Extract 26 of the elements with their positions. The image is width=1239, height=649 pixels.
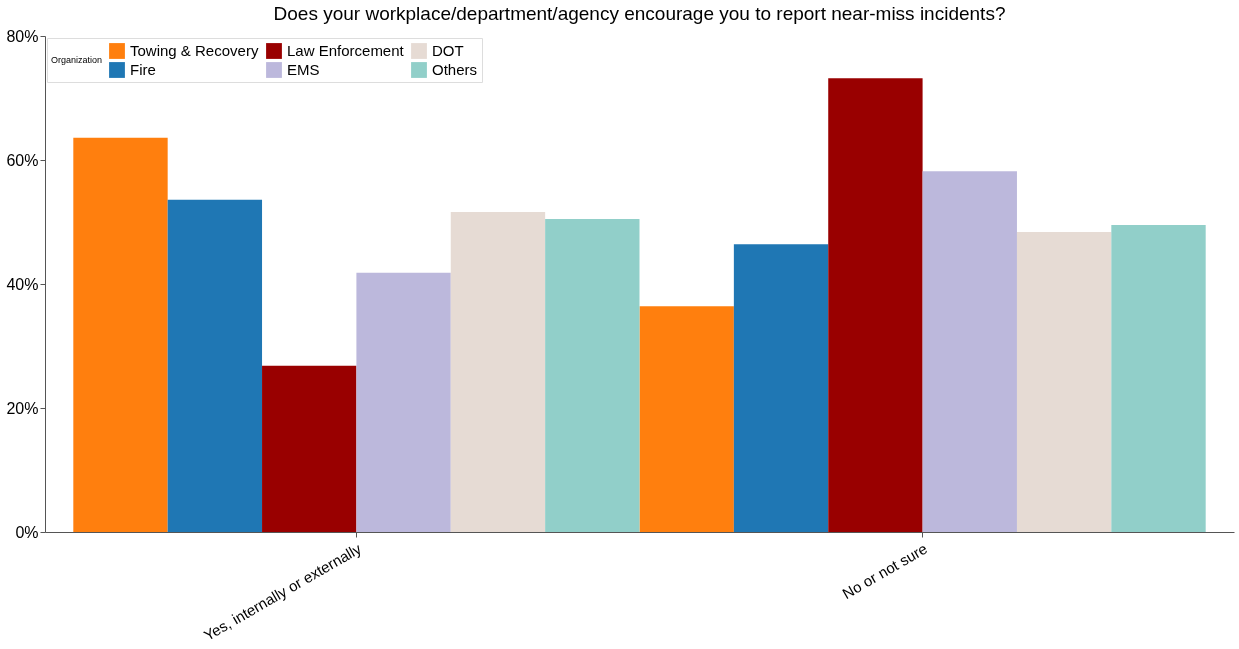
bar [922,171,1017,532]
y-tick-label: 20% [6,399,39,417]
legend-label: Law Enforcement [287,42,405,59]
legend-label: Others [432,61,478,78]
legend-title: Organization [51,55,103,65]
chart-title: Does your workplace/department/agency encourage you to report near-miss incidents? [273,3,1006,24]
y-tick-label: 0% [15,523,39,541]
bar [450,212,546,532]
bar [733,244,829,532]
bar [262,365,357,532]
legend-label: Fire [130,61,156,78]
legend-label: EMS [287,61,320,78]
legend-label: Towing & Recovery [130,42,259,59]
y-tick-label: 60% [6,151,39,169]
legend-label: DOT [432,42,464,59]
bar [73,137,168,532]
y-tick-label: 40% [6,275,39,293]
bar [356,272,451,532]
bar [167,199,263,532]
y-tick-label: 80% [6,27,39,45]
bar [545,218,640,532]
bar [1111,225,1206,532]
bar [1016,231,1112,532]
x-tick-label: No or not sure [839,539,931,603]
bar [639,306,734,532]
bar [828,78,923,532]
